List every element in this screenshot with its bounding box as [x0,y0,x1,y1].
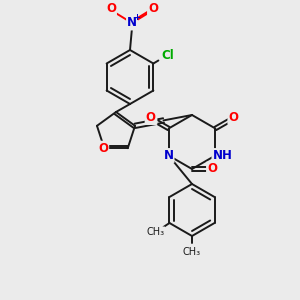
Text: +: + [134,14,140,22]
Text: H: H [147,111,156,124]
Text: Cl: Cl [161,49,174,62]
Text: O: O [148,2,158,16]
Text: N: N [127,16,137,29]
Text: CH₃: CH₃ [183,247,201,257]
Text: CH₃: CH₃ [146,227,164,237]
Text: O: O [228,111,239,124]
Text: O: O [106,2,116,16]
Text: NH: NH [212,149,232,162]
Text: O: O [207,163,217,176]
Text: N: N [164,149,174,162]
Text: O: O [146,111,156,124]
Text: O: O [98,142,108,155]
